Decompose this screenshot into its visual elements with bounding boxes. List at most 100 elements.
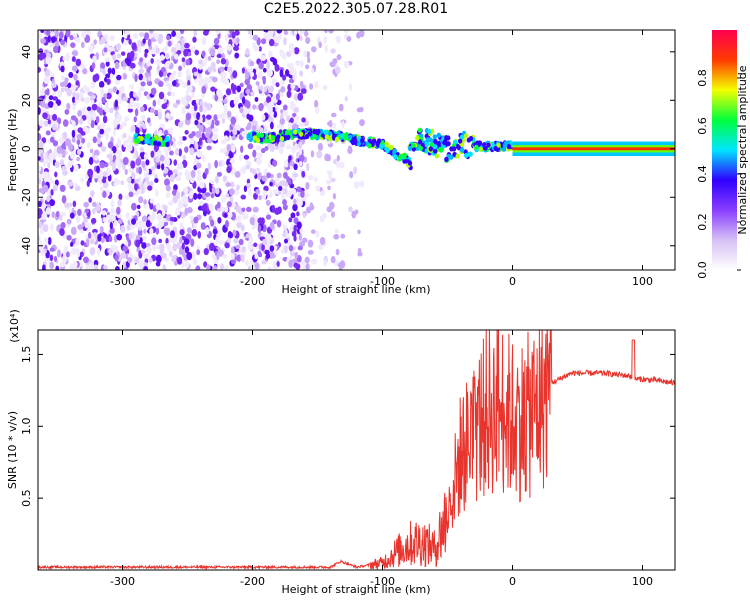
noise-blob <box>278 33 283 40</box>
noise-blob <box>38 208 43 216</box>
noise-blob <box>109 107 114 114</box>
y-tick-label: 20 <box>20 93 33 107</box>
noise-blob <box>112 86 118 93</box>
signal-blob <box>433 148 438 154</box>
noise-blob <box>183 238 190 245</box>
signal-blob <box>161 141 167 147</box>
noise-blob <box>155 189 159 197</box>
noise-blob <box>164 149 169 157</box>
noise-blob <box>38 156 41 161</box>
signal-blob <box>259 132 265 138</box>
colorbar-tick-label: 0.2 <box>696 213 709 231</box>
noise-blob <box>242 212 249 220</box>
signal-blob <box>468 135 474 142</box>
noise-blob <box>61 166 67 171</box>
noise-blob <box>98 80 105 88</box>
noise-blob <box>249 217 255 225</box>
noise-blob <box>357 251 363 257</box>
noise-blob <box>274 64 280 72</box>
signal-blob <box>417 139 423 145</box>
signal-blob <box>397 156 403 162</box>
noise-blob <box>49 261 54 270</box>
noise-blob <box>254 262 260 270</box>
noise-blob <box>232 70 238 79</box>
noise-blob <box>226 201 232 208</box>
spectrogram-x-label: Height of straight line (km) <box>281 283 430 296</box>
noise-blob <box>284 159 289 168</box>
noise-blob <box>83 125 87 132</box>
noise-blob <box>289 65 294 73</box>
noise-blob <box>74 127 79 133</box>
noise-blob <box>286 190 293 198</box>
signal-blob <box>442 140 447 146</box>
noise-blob <box>145 71 149 79</box>
noise-blob <box>198 124 204 133</box>
noise-blob <box>149 30 154 34</box>
noise-blob <box>267 234 272 242</box>
noise-blob <box>276 219 282 228</box>
noise-blob <box>296 186 302 193</box>
noise-blob <box>226 43 233 51</box>
noise-blob <box>184 246 190 254</box>
noise-blob <box>193 158 198 167</box>
noise-blob <box>184 42 190 49</box>
noise-blob <box>158 91 165 100</box>
noise-blob <box>219 66 225 72</box>
noise-blob <box>91 103 98 111</box>
noise-blob <box>303 50 307 58</box>
noise-blob <box>60 65 65 73</box>
noise-blob <box>316 150 323 159</box>
noise-blob <box>131 42 137 51</box>
noise-blob <box>159 243 165 252</box>
noise-blob <box>292 203 298 212</box>
noise-blob <box>52 113 58 122</box>
noise-blob <box>92 228 98 234</box>
noise-blob <box>225 182 232 187</box>
noise-blob <box>224 219 229 228</box>
noise-blob <box>101 96 106 104</box>
noise-blob <box>156 164 161 170</box>
noise-blob <box>124 30 131 36</box>
noise-blob <box>299 70 304 77</box>
noise-blob <box>314 99 319 109</box>
noise-blob <box>72 91 77 98</box>
noise-blob <box>81 30 87 39</box>
noise-blob <box>146 60 151 67</box>
noise-blob <box>100 36 107 44</box>
noise-blob <box>303 30 309 37</box>
noise-blob <box>74 37 81 43</box>
noise-blob <box>40 30 45 33</box>
noise-blob <box>38 165 42 173</box>
noise-blob <box>268 50 273 59</box>
noise-blob <box>198 73 202 78</box>
signal-blob <box>457 138 463 144</box>
noise-blob <box>134 73 138 83</box>
noise-blob <box>299 198 303 207</box>
noise-blob <box>216 201 221 209</box>
noise-blob <box>181 242 185 250</box>
noise-blob <box>265 214 272 220</box>
noise-blob <box>223 103 227 110</box>
noise-blob <box>99 128 105 135</box>
noise-blob <box>57 90 63 98</box>
noise-blob <box>112 154 117 162</box>
noise-blob <box>282 187 288 195</box>
noise-blob <box>168 250 173 258</box>
noise-blob <box>197 230 202 239</box>
noise-blob <box>354 209 359 215</box>
signal-blob <box>153 140 158 146</box>
noise-blob <box>95 165 100 174</box>
noise-blob <box>100 62 106 70</box>
noise-blob <box>126 144 133 152</box>
noise-blob <box>205 226 210 235</box>
noise-blob <box>198 181 205 189</box>
noise-blob <box>108 235 113 242</box>
noise-blob <box>324 44 328 53</box>
noise-blob <box>178 65 183 71</box>
noise-blob <box>44 70 51 77</box>
noise-blob <box>301 170 306 178</box>
noise-blob <box>51 91 57 97</box>
noise-blob <box>196 162 202 169</box>
noise-blob <box>280 109 284 114</box>
signal-blob <box>455 153 460 159</box>
